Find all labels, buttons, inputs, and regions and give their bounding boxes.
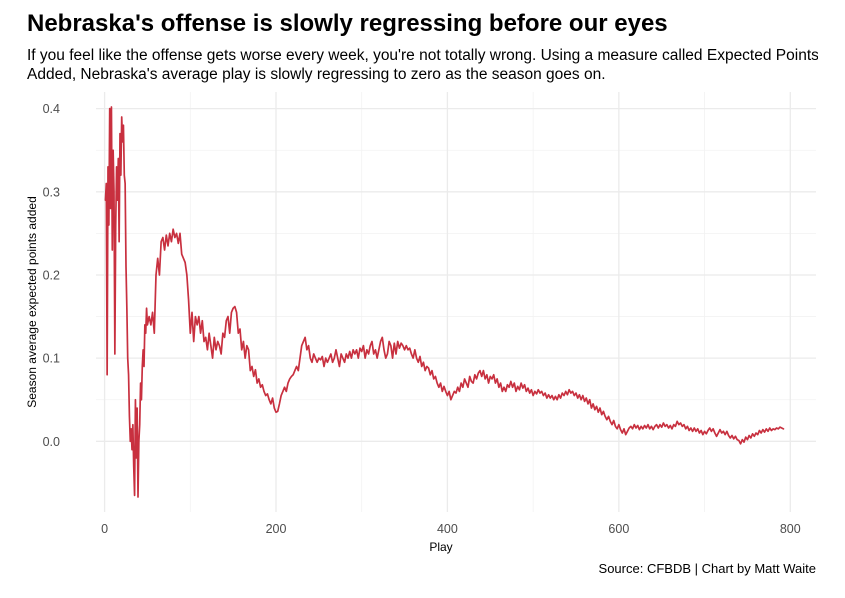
- y-tick-label: 0.1: [43, 352, 60, 366]
- grid-lines: [96, 92, 816, 512]
- y-tick-label: 0.3: [43, 185, 60, 199]
- series-line: [104, 106, 785, 498]
- y-tick-label: 0.0: [43, 435, 60, 449]
- chart-subtitle-line-1: If you feel like the offense gets worse …: [27, 47, 818, 64]
- y-axis-ticks: 0.0 0.1 0.2 0.3 0.4: [43, 102, 60, 449]
- chart-title: Nebraska's offense is slowly regressing …: [27, 10, 668, 37]
- chart-subtitle: If you feel like the offense gets worse …: [27, 46, 818, 84]
- x-axis-ticks: 0 200 400 600 800: [101, 522, 801, 536]
- x-tick-label: 400: [437, 522, 458, 536]
- y-tick-label: 0.2: [43, 268, 60, 282]
- x-tick-label: 600: [608, 522, 629, 536]
- chart-caption: Source: CFBDB | Chart by Matt Waite: [598, 561, 816, 576]
- x-tick-label: 800: [780, 522, 801, 536]
- chart-subtitle-line-2: Added, Nebraska's average play is slowly…: [27, 66, 606, 83]
- x-tick-label: 0: [101, 522, 108, 536]
- y-axis-title: Season average expected points added: [25, 196, 39, 408]
- y-tick-label: 0.4: [43, 102, 60, 116]
- x-tick-label: 200: [266, 522, 287, 536]
- series-line-layer: [104, 106, 785, 498]
- x-axis-title: Play: [429, 540, 452, 554]
